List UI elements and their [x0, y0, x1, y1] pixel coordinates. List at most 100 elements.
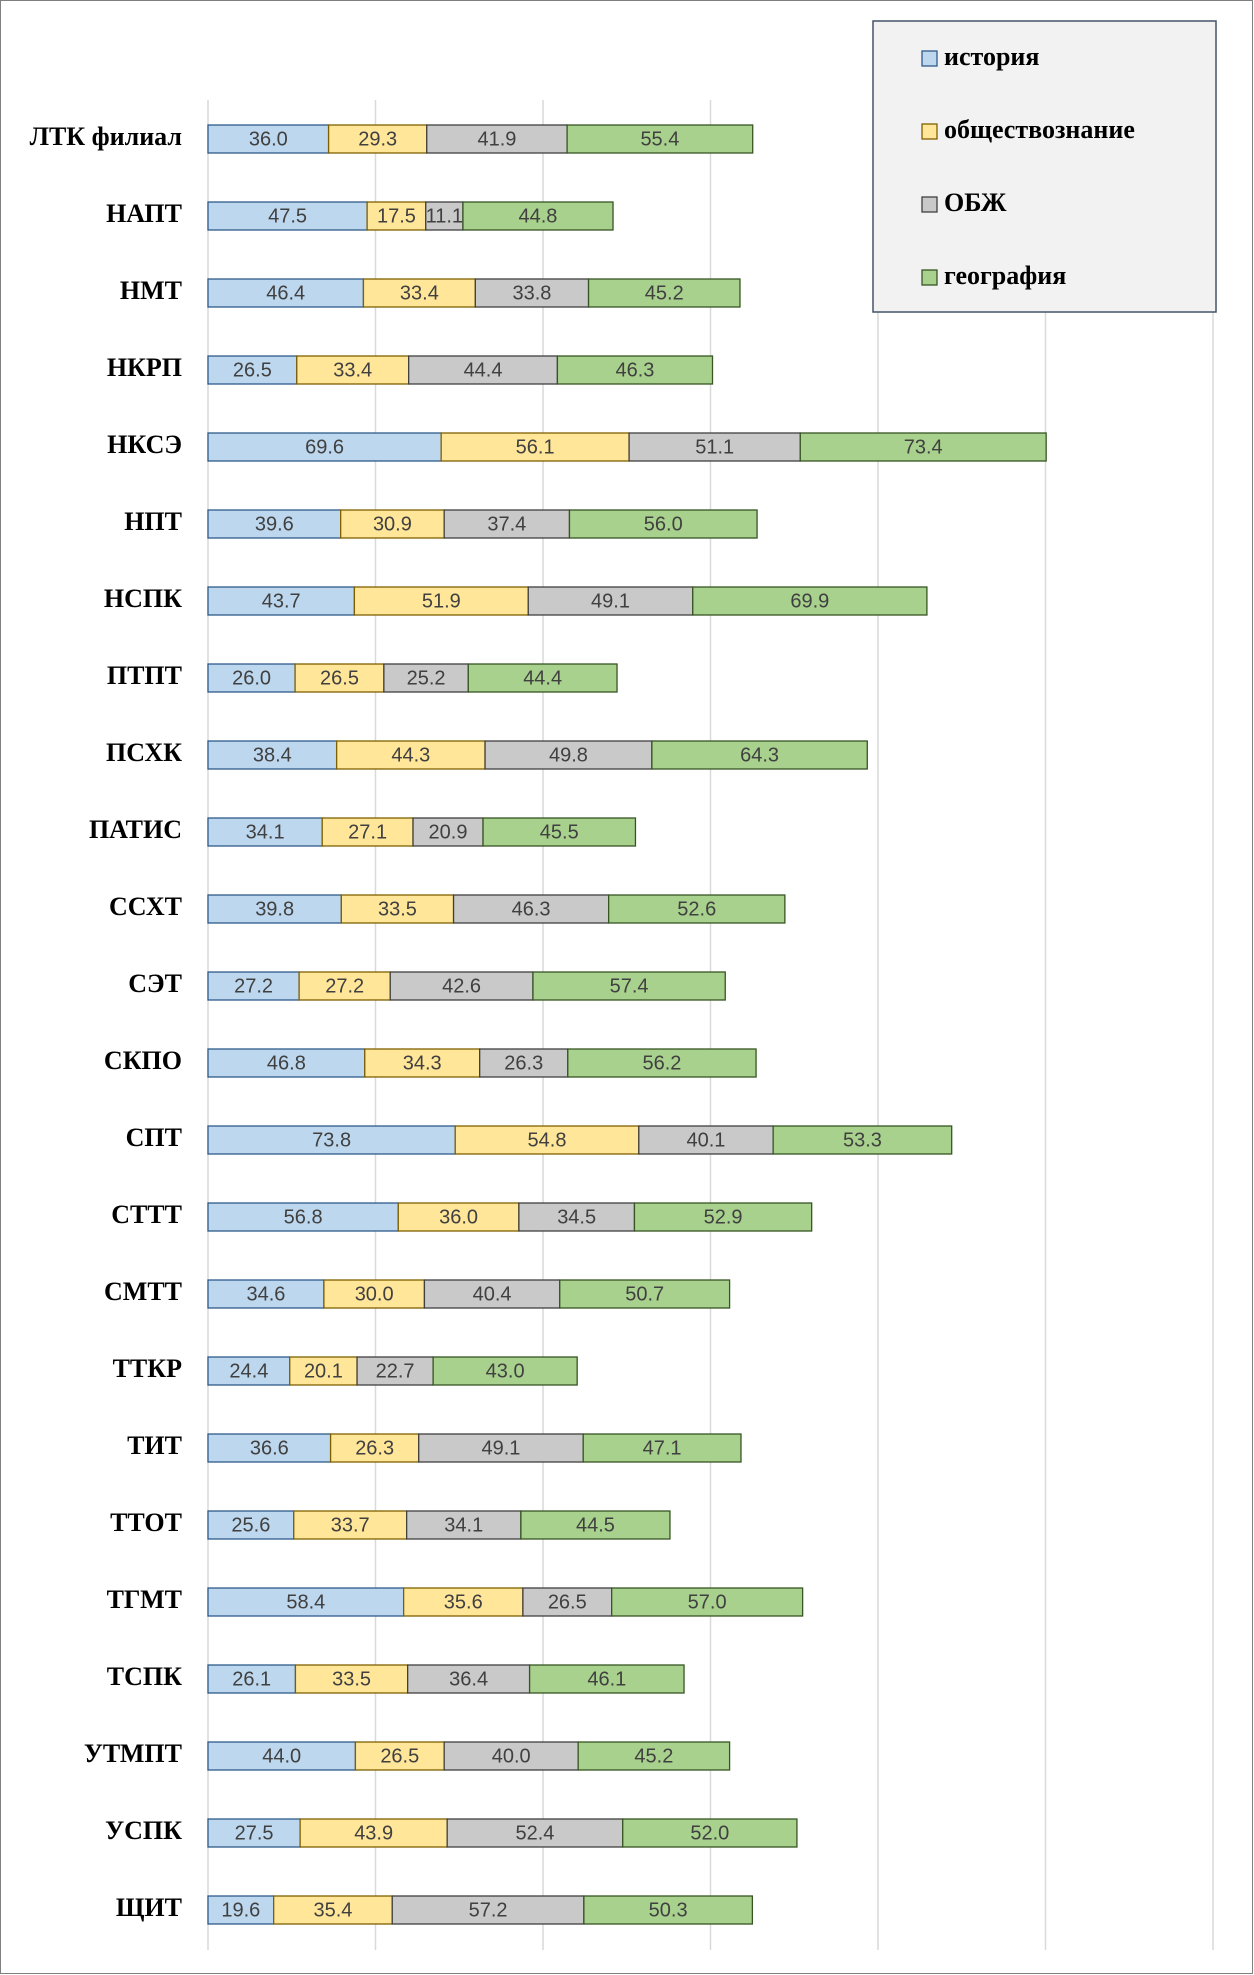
bar-segment	[608, 894, 786, 924]
category-label: ТГМТ	[107, 1585, 182, 1614]
category-label: НПТ	[124, 507, 182, 536]
data-label: 39.6	[255, 513, 294, 535]
data-label: 33.5	[332, 1668, 371, 1690]
bar-segment	[454, 1125, 640, 1155]
bar-segment	[484, 740, 653, 770]
legend-swatch	[921, 123, 938, 140]
bar-segment	[518, 1202, 636, 1232]
bar-segment	[340, 509, 445, 539]
bar-segment	[799, 432, 1047, 462]
bar-segment	[207, 1587, 405, 1617]
bar-segment	[340, 894, 455, 924]
bar-segment	[638, 1125, 774, 1155]
bar-segment	[327, 124, 428, 154]
data-label: 26.5	[548, 1591, 587, 1613]
data-label: 47.5	[268, 205, 307, 227]
data-label: 33.8	[512, 282, 551, 304]
data-label: 46.8	[267, 1052, 306, 1074]
data-label: 34.5	[557, 1206, 596, 1228]
data-label: 64.3	[740, 744, 779, 766]
data-label: 69.6	[305, 436, 344, 458]
bar-segment	[207, 1895, 275, 1925]
bar-segment	[651, 740, 868, 770]
bar-segment	[321, 817, 414, 847]
category-label: НАПТ	[106, 199, 182, 228]
bar-segment	[408, 355, 559, 385]
data-label: 27.2	[325, 975, 364, 997]
data-label: 53.3	[843, 1129, 882, 1151]
bar-segment	[423, 1279, 561, 1309]
bar-segment	[582, 1433, 742, 1463]
data-label: 43.7	[262, 590, 301, 612]
legend-label: история	[944, 42, 1039, 71]
data-label: 57.0	[688, 1591, 727, 1613]
data-label: 45.5	[540, 821, 579, 843]
data-label: 44.3	[391, 744, 430, 766]
data-label: 45.2	[645, 282, 684, 304]
data-label: 36.6	[250, 1437, 289, 1459]
bar-segment	[628, 432, 801, 462]
data-label: 50.7	[625, 1283, 664, 1305]
bar-segment	[207, 1202, 399, 1232]
bar-segment	[440, 432, 630, 462]
data-label: 20.9	[429, 821, 468, 843]
data-label: 44.5	[576, 1514, 615, 1536]
data-label: 46.4	[266, 282, 305, 304]
bar-segment	[207, 1818, 301, 1848]
category-label: СПТ	[126, 1123, 182, 1152]
data-label: 34.1	[444, 1514, 483, 1536]
bar-segment	[207, 509, 342, 539]
category-label: НМТ	[120, 276, 182, 305]
bar-segment	[407, 1664, 531, 1694]
category-label: ТИТ	[127, 1431, 182, 1460]
bar-segment	[207, 1279, 325, 1309]
bar-segment	[559, 1279, 731, 1309]
data-label: 44.0	[262, 1745, 301, 1767]
data-label: 46.1	[587, 1668, 626, 1690]
data-label: 26.5	[320, 667, 359, 689]
bar-segment	[462, 201, 614, 231]
bar-segment	[566, 124, 754, 154]
data-label: 57.4	[610, 975, 649, 997]
category-label: ПТПТ	[107, 661, 182, 690]
bar-segment	[207, 1356, 291, 1386]
data-label: 51.9	[422, 590, 461, 612]
category-label: УТМПТ	[84, 1739, 182, 1768]
data-label: 35.6	[444, 1591, 483, 1613]
bar-segment	[207, 1741, 357, 1771]
bar-segment	[692, 586, 928, 616]
bar-segment	[622, 1818, 798, 1848]
bar-segment	[772, 1125, 953, 1155]
data-label: 26.3	[355, 1437, 394, 1459]
data-label: 58.4	[286, 1591, 325, 1613]
category-label: ПСХК	[106, 738, 182, 767]
bar-segment	[520, 1510, 671, 1540]
bar-segment	[293, 1510, 408, 1540]
category-label: УСПК	[105, 1816, 182, 1845]
data-label: 44.4	[523, 667, 562, 689]
bar-segment	[432, 1356, 578, 1386]
data-label: 35.4	[313, 1899, 352, 1921]
category-label: ПАТИС	[89, 815, 182, 844]
bar-segment	[391, 1895, 585, 1925]
data-label: 73.4	[904, 436, 943, 458]
bar-segment	[527, 586, 694, 616]
bar-segment	[397, 1202, 520, 1232]
data-label: 57.2	[469, 1899, 508, 1921]
data-label: 26.0	[232, 667, 271, 689]
bar-segment	[587, 278, 741, 308]
data-label: 34.6	[246, 1283, 285, 1305]
bar-segment	[207, 663, 296, 693]
category-label: ССХТ	[109, 892, 182, 921]
data-label: 49.8	[549, 744, 588, 766]
category-label: НКСЭ	[107, 430, 182, 459]
data-label: 27.1	[348, 821, 387, 843]
bar-segment	[207, 1048, 366, 1078]
category-label: ЩИТ	[116, 1893, 182, 1922]
bar-segment	[467, 663, 618, 693]
bar-segment	[289, 1356, 358, 1386]
bar-segment	[611, 1587, 804, 1617]
data-label: 37.4	[487, 513, 526, 535]
data-label: 33.7	[331, 1514, 370, 1536]
